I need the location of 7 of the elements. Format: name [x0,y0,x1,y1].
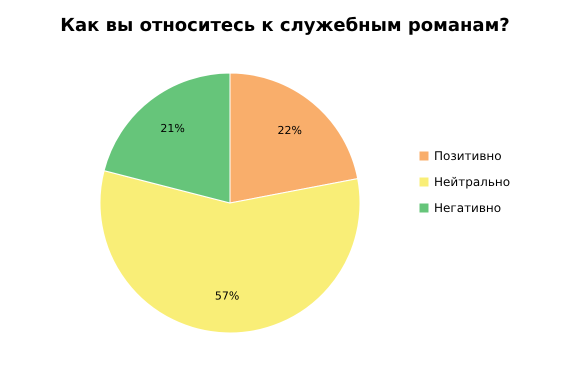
chart-title: Как вы относитесь к служебным романам? [60,15,510,36]
data-label: 21% [160,122,185,136]
data-label: 22% [277,124,302,137]
data-label: 57% [214,290,240,303]
legend-label: Нейтрально [434,175,510,189]
legend-label: Позитивно [434,149,502,163]
legend-label: Негативно [434,201,502,215]
